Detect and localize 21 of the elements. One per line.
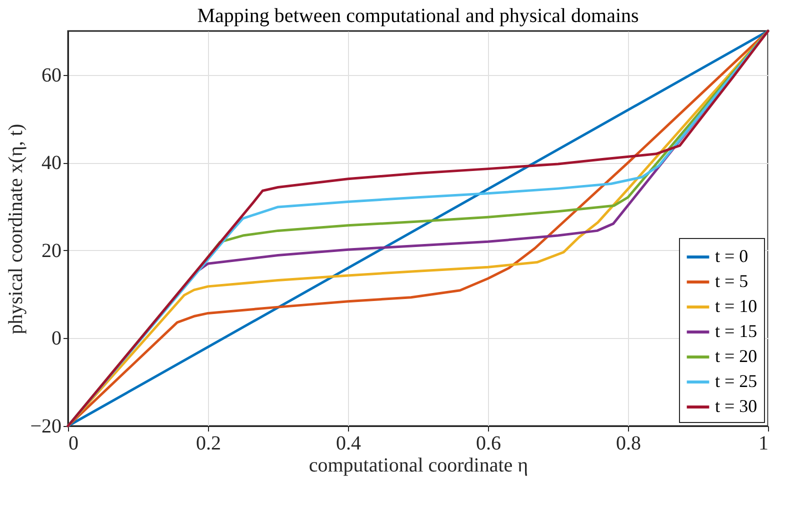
x-tick-label: 0.8 bbox=[616, 432, 641, 454]
legend-label: t = 5 bbox=[715, 271, 748, 291]
legend-label: t = 10 bbox=[715, 296, 758, 316]
legend-label: t = 25 bbox=[715, 371, 758, 391]
x-tick-label: 1 bbox=[758, 432, 768, 454]
y-tick-label: 20 bbox=[42, 240, 62, 262]
x-tick-label: 0.2 bbox=[196, 432, 221, 454]
x-axis-title: computational coordinate η bbox=[308, 454, 528, 476]
chart-title: Mapping between computational and physical domains bbox=[197, 4, 639, 27]
legend-label: t = 0 bbox=[715, 246, 748, 266]
y-tick-label: 0 bbox=[52, 328, 62, 350]
y-tick-label: 40 bbox=[42, 152, 62, 174]
y-tick-label: 60 bbox=[42, 64, 62, 86]
legend-label: t = 30 bbox=[715, 396, 758, 416]
x-tick-label: 0 bbox=[68, 432, 78, 454]
y-tick-label: −20 bbox=[30, 416, 62, 438]
legend-label: t = 15 bbox=[715, 321, 758, 341]
y-axis-title: physical coordinate x(η, t) bbox=[5, 124, 28, 334]
x-tick-label: 0.4 bbox=[336, 432, 361, 454]
legend-label: t = 20 bbox=[715, 346, 758, 366]
x-tick-label: 0.6 bbox=[476, 432, 501, 454]
